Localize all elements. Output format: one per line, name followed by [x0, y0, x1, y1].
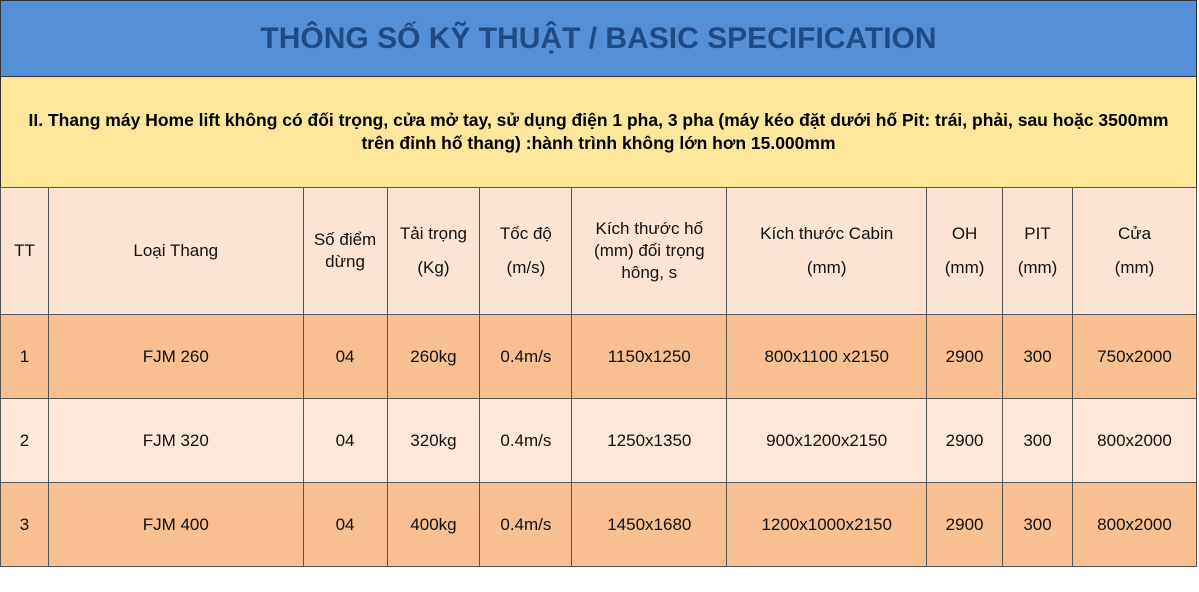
header-unit: (mm): [806, 258, 847, 277]
header-cell: TT: [0, 187, 49, 315]
table-cell: 2900: [926, 482, 1004, 567]
table-cell: FJM 260: [47, 314, 304, 399]
header-unit: (mm): [1114, 258, 1155, 277]
table-cell: 0.4m/s: [479, 482, 573, 567]
spec-table: TT Loại Thang Số điểm dừng Tải trọng (Kg) Tốc…: [0, 187, 1197, 567]
table-cell: FJM 320: [47, 398, 304, 483]
header-label: Tải trọng: [399, 224, 467, 243]
table-cell: 800x2000: [1072, 398, 1197, 483]
table-cell: 04: [302, 482, 388, 567]
table-cell: 800x1100 x2150: [726, 314, 928, 399]
header-cell: Kích thước Cabin (mm): [726, 187, 928, 315]
header-cell: Số điểm dừng: [302, 187, 388, 315]
table-cell: 1: [0, 314, 49, 399]
header-label: Kích thước Cabin: [760, 224, 894, 243]
header-cell: OH (mm): [926, 187, 1004, 315]
table-cell: 04: [302, 398, 388, 483]
table-cell: 3: [0, 482, 49, 567]
header-cell: PIT (mm): [1002, 187, 1073, 315]
header-cell: Loại Thang: [47, 187, 304, 315]
table-cell: 900x1200x2150: [726, 398, 928, 483]
table-cell: 300: [1002, 482, 1073, 567]
header-label: Kích thước hố (mm) đối trọng hông, s: [594, 219, 705, 282]
table-cell: 400kg: [386, 482, 481, 567]
table-cell: 2: [0, 398, 49, 483]
table-cell: 1250x1350: [571, 398, 728, 483]
table-cell: 1450x1680: [571, 482, 728, 567]
section-subtitle: II. Thang máy Home lift không có đối trọ…: [0, 77, 1197, 188]
page-title: THÔNG SỐ KỸ THUẬT / BASIC SPECIFICATION: [0, 0, 1197, 77]
table-cell: 300: [1002, 314, 1073, 399]
header-label: Loại Thang: [133, 241, 219, 260]
table-cell: 1200x1000x2150: [726, 482, 928, 567]
table-cell: 300: [1002, 398, 1073, 483]
table-cell: 2900: [926, 398, 1004, 483]
table-row: 1 FJM 260 04 260kg 0.4m/s 1150x1250 800x1100 x…: [0, 314, 1197, 399]
header-label: TT: [14, 241, 35, 260]
table-cell: 04: [302, 314, 388, 399]
header-label: Số điểm dừng: [313, 230, 377, 271]
header-cell: Tải trọng (Kg): [386, 187, 481, 315]
header-unit: (m/s): [506, 258, 546, 277]
header-unit: (mm): [1017, 258, 1058, 277]
header-row: TT Loại Thang Số điểm dừng Tải trọng (Kg) Tốc…: [0, 187, 1197, 315]
header-cell: Tốc độ (m/s): [479, 187, 573, 315]
header-cell: Cửa (mm): [1072, 187, 1197, 315]
table-cell: 260kg: [386, 314, 481, 399]
header-label: OH: [951, 224, 978, 243]
table-cell: 320kg: [386, 398, 481, 483]
table-row: 3 FJM 400 04 400kg 0.4m/s 1450x1680 1200x1000x…: [0, 482, 1197, 567]
table-cell: 0.4m/s: [479, 314, 573, 399]
table-cell: FJM 400: [47, 482, 304, 567]
header-label: Cửa: [1117, 224, 1152, 243]
table-row: 2 FJM 320 04 320kg 0.4m/s 1250x1350 900x1200x2…: [0, 398, 1197, 483]
header-label: Tốc độ: [499, 224, 552, 243]
header-cell: Kích thước hố (mm) đối trọng hông, s: [571, 187, 728, 315]
table-cell: 800x2000: [1072, 482, 1197, 567]
table-cell: 2900: [926, 314, 1004, 399]
header-unit: (mm): [944, 258, 985, 277]
table-cell: 1150x1250: [571, 314, 728, 399]
table-cell: 0.4m/s: [479, 398, 573, 483]
header-label: PIT: [1024, 224, 1051, 243]
table-cell: 750x2000: [1072, 314, 1197, 399]
header-unit: (Kg): [417, 258, 450, 277]
